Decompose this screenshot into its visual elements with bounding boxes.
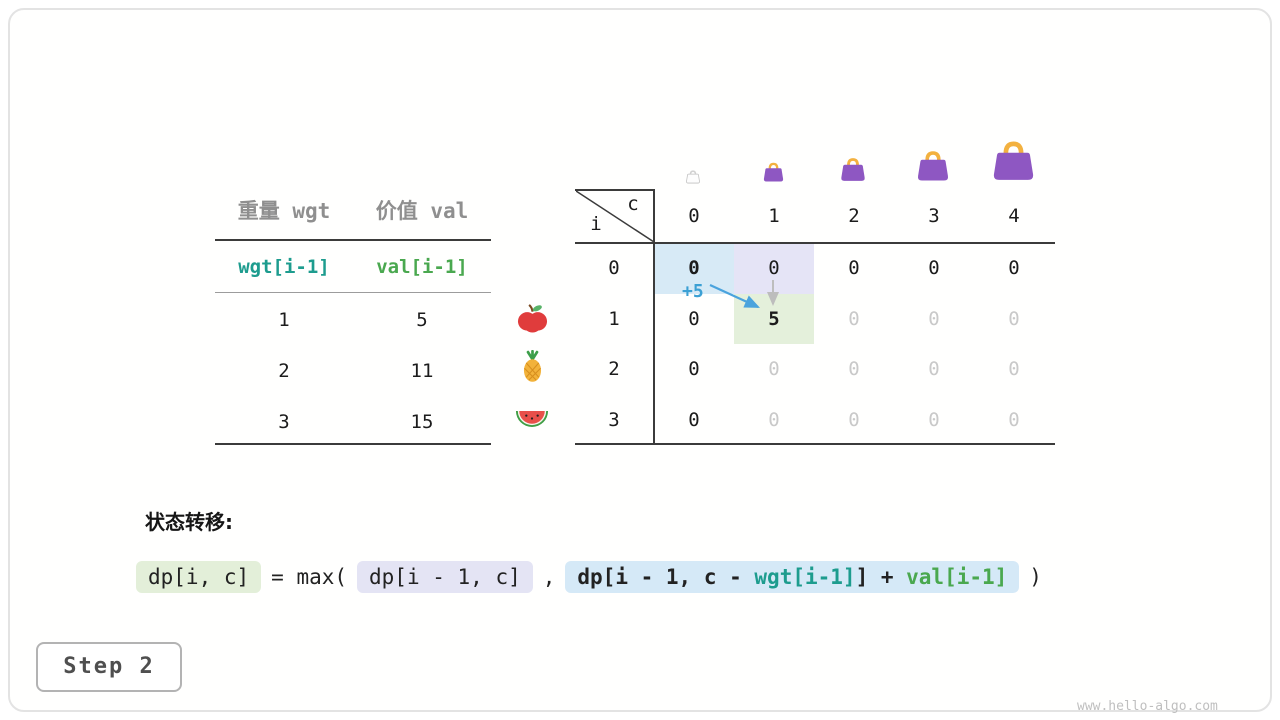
dp-cell-1-4: 0 — [1008, 307, 1020, 330]
formula-close-paren: ) — [1029, 565, 1042, 589]
formula-arg2: dp[i - 1, c - wgt[i-1]] + val[i-1] — [565, 561, 1020, 593]
dp-cell-1-1: 5 — [768, 307, 780, 330]
item-3-val: 15 — [410, 411, 434, 433]
items-table-formula-row: wgt[i-1] val[i-1] — [215, 252, 491, 282]
dp-cell-0-3: 0 — [928, 257, 940, 279]
dp-cell-0-2: 0 — [848, 257, 860, 279]
dp-rule-bottom — [575, 443, 1055, 445]
dp-row-header-2: 2 — [608, 358, 620, 380]
dp-cell-1-0: 0 — [688, 307, 700, 330]
items-row-3: 3 15 — [215, 408, 491, 436]
items-row-2: 2 11 — [215, 357, 491, 385]
dp-col-header-2: 2 — [848, 205, 860, 227]
dp-col-header-3: 3 — [928, 205, 940, 227]
dp-corner-c: c — [627, 193, 639, 215]
items-table-rule-top — [215, 239, 491, 241]
formula-comma: , — [542, 565, 556, 589]
dp-cell-2-2: 0 — [848, 358, 860, 380]
figure-card — [8, 8, 1272, 712]
dp-cell-0-1: 0 — [768, 257, 780, 279]
dp-corner-i: i — [590, 213, 602, 235]
dp-row-header-3: 3 — [608, 408, 620, 431]
formula-lhs: dp[i, c] — [136, 561, 262, 593]
items-table-rule-mid — [215, 292, 491, 293]
dp-cell-2-3: 0 — [928, 358, 940, 380]
dp-cell-2-1: 0 — [768, 358, 780, 380]
items-table-rule-bottom — [215, 443, 491, 445]
pineapple-icon — [514, 349, 550, 387]
dp-cell-2-0: 0 — [688, 358, 700, 380]
formula-arg2-prefix: dp[i - 1, c - — [577, 565, 755, 589]
items-header-val: 价值 val — [375, 199, 469, 223]
dp-col-header-0: 0 — [688, 205, 700, 227]
dp-corner-diagonal — [576, 191, 654, 242]
dp-row-header-1: 1 — [608, 307, 620, 330]
dp-cell-3-4: 0 — [1008, 408, 1020, 431]
dp-rule-vertical — [653, 189, 655, 445]
bag-icon-0 — [685, 169, 701, 188]
transition-label: 状态转移: — [145, 510, 233, 534]
dp-cell-0-4: 0 — [1008, 257, 1020, 279]
item-3-wgt: 3 — [278, 411, 290, 433]
watermelon-icon — [514, 408, 550, 433]
item-1-val: 5 — [416, 309, 428, 331]
dp-rule-corner-top — [575, 189, 655, 191]
bag-icon-4 — [990, 140, 1037, 187]
items-table-header: 重量 wgt 价值 val — [215, 196, 491, 226]
items-formula-val: val[i-1] — [376, 256, 468, 278]
watermark: www.hello-algo.com — [1077, 699, 1218, 714]
dp-col-header-4: 4 — [1008, 205, 1020, 227]
item-2-val: 11 — [410, 360, 434, 382]
apple-icon — [514, 302, 550, 337]
items-formula-wgt: wgt[i-1] — [238, 256, 330, 278]
dp-col-header-1: 1 — [768, 205, 780, 227]
formula-operator: = max( — [271, 565, 348, 589]
formula-arg1: dp[i - 1, c] — [357, 561, 533, 593]
step-badge: Step 2 — [36, 642, 182, 692]
item-1-wgt: 1 — [278, 309, 290, 331]
dp-cell-3-0: 0 — [688, 408, 700, 431]
formula-arg2-wgt: wgt[i-1] — [754, 565, 856, 589]
bag-icon-2 — [839, 157, 867, 187]
dp-row-header-0: 0 — [608, 257, 620, 279]
bag-icon-1 — [762, 162, 785, 187]
plus-value-annotation: +5 — [682, 281, 704, 302]
dp-cell-1-2: 0 — [848, 307, 860, 330]
dp-cell-2-4: 0 — [1008, 358, 1020, 380]
transition-formula: dp[i, c] = max( dp[i - 1, c] , dp[i - 1,… — [136, 561, 1042, 593]
dp-cell-3-2: 0 — [848, 408, 860, 431]
items-row-1: 1 5 — [215, 306, 491, 334]
bag-icon-3 — [915, 150, 951, 187]
dp-cell-3-3: 0 — [928, 408, 940, 431]
blue-diagonal-arrow — [709, 284, 760, 308]
formula-arg2-val: val[i-1] — [906, 565, 1008, 589]
dp-transition-arrows — [709, 280, 779, 308]
item-2-wgt: 2 — [278, 360, 290, 382]
items-header-wgt: 重量 wgt — [237, 199, 331, 223]
dp-cell-1-3: 0 — [928, 307, 940, 330]
dp-highlight-blue — [654, 243, 734, 294]
dp-rule-header — [575, 242, 1055, 244]
formula-arg2-plus: ] + — [855, 565, 907, 589]
dp-cell-3-1: 0 — [768, 408, 780, 431]
dp-cell-0-0: 0 — [688, 257, 700, 279]
